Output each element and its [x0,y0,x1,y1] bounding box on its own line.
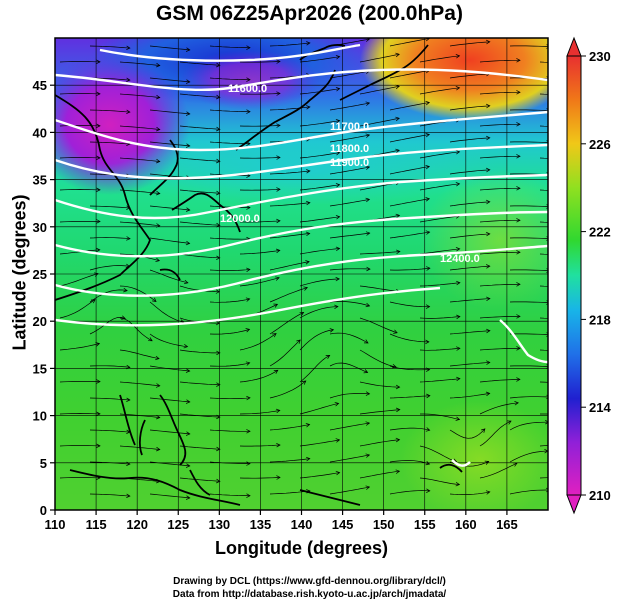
y-tick-label: 40 [33,125,47,140]
x-axis-ticks: 110 115 120 125 130 135 140 145 150 155 160 165 [45,510,518,532]
x-tick-label: 165 [496,517,518,532]
colorbar-bottom-arrow [566,494,582,515]
y-tick-label: 25 [33,267,47,282]
y-tick-label: 10 [33,409,47,424]
colorbar: 210 214 218 222 226 230 [566,36,611,515]
colorbar-tick-label: 222 [589,225,611,240]
contour-label: 11600.0 [228,83,267,95]
y-tick-label: 35 [33,173,47,188]
contour-label: 12400.0 [440,253,480,265]
y-tick-label: 0 [40,503,47,518]
colorbar-tick-label: 214 [589,400,611,415]
colorbar-tick-label: 210 [589,488,611,503]
x-tick-label: 120 [126,517,148,532]
contour-label: 11800.0 [330,143,369,155]
x-tick-label: 150 [373,517,395,532]
y-tick-label: 15 [33,361,47,376]
contour-label: 11900.0 [330,157,369,169]
x-tick-label: 145 [332,517,354,532]
colorbar-scale [566,55,582,496]
credit-line-2: Data from http://database.rish.kyoto-u.a… [172,589,447,600]
coastlines [55,44,463,506]
x-axis-label: Longitude (degrees) [214,538,388,558]
x-tick-label: 110 [45,517,66,532]
y-axis-label: Latitude (degrees) [9,194,30,351]
x-tick-label: 135 [250,517,272,532]
geopotential-contours [55,43,548,467]
credit-line-1: Drawing by DCL (https://www.gfd-dennou.o… [173,576,446,587]
x-tick-label: 140 [291,517,313,532]
y-tick-label: 45 [33,78,47,93]
colorbar-tick-label: 226 [589,137,611,152]
colorbar-tick-label: 218 [589,312,611,327]
x-tick-label: 130 [208,517,230,532]
contour-label: 12000.0 [220,213,260,225]
y-axis-ticks: 0 5 10 15 20 25 30 35 40 45 [33,78,55,518]
x-tick-label: 125 [167,517,189,532]
y-tick-label: 30 [33,220,47,235]
temperature-field [55,38,548,510]
y-tick-label: 5 [40,456,47,471]
y-tick-label: 20 [33,314,47,329]
x-tick-label: 155 [414,517,436,532]
colorbar-tick-label: 230 [589,49,611,64]
contour-label: 11700.0 [330,121,369,133]
contour-labels: 11600.0 11700.0 11800.0 11900.0 12000.0 … [220,83,480,265]
x-tick-label: 115 [86,517,107,532]
x-tick-label: 160 [455,517,477,532]
chart-title: GSM 06Z25Apr2026 (200.0hPa) [156,2,463,25]
colorbar-top-arrow [566,36,582,57]
